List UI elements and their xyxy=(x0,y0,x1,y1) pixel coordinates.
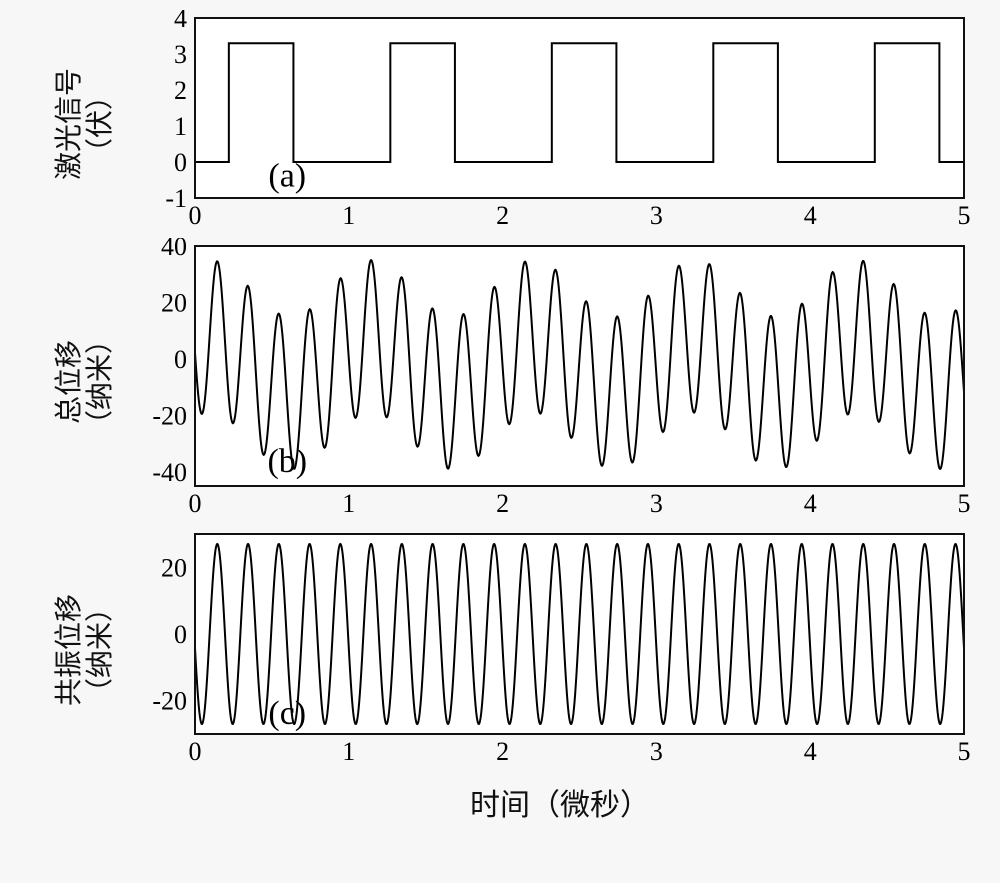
svg-text:-20: -20 xyxy=(152,401,187,430)
ylabel-b: 总位移 （纳米） xyxy=(55,326,117,438)
panel-svg: 0 1 2 3 4 5 -40 -20 0 20 40 (b) xyxy=(140,238,970,526)
panel-c: 共振位移 （纳米） 012345-20020(c) xyxy=(140,526,980,774)
svg-text:3: 3 xyxy=(174,40,187,69)
svg-text:1: 1 xyxy=(342,737,355,766)
svg-text:4: 4 xyxy=(804,201,817,230)
svg-text:1: 1 xyxy=(342,201,355,230)
svg-text:40: 40 xyxy=(161,238,187,261)
svg-text:5: 5 xyxy=(958,737,971,766)
svg-text:2: 2 xyxy=(174,76,187,105)
svg-text:3: 3 xyxy=(650,201,663,230)
svg-text:0: 0 xyxy=(174,148,187,177)
svg-text:3: 3 xyxy=(650,737,663,766)
svg-text:-1: -1 xyxy=(165,184,187,213)
ylabel-a: 激光信号 （伏） xyxy=(55,68,117,180)
panel-a: 激光信号 （伏） 012345-101234(a) xyxy=(140,10,980,238)
svg-text:-20: -20 xyxy=(152,687,187,716)
svg-text:4: 4 xyxy=(174,10,187,33)
svg-text:20: 20 xyxy=(161,553,187,582)
svg-text:1: 1 xyxy=(174,112,187,141)
svg-text:20: 20 xyxy=(161,288,187,317)
svg-text:0: 0 xyxy=(174,345,187,374)
panel-b: 总位移 （纳米） 012345-40-2002040(b) xyxy=(140,238,980,526)
svg-text:5: 5 xyxy=(958,489,971,518)
svg-text:4: 4 xyxy=(804,737,817,766)
x-axis-label: 时间（微秒） xyxy=(140,780,980,824)
svg-text:0: 0 xyxy=(174,620,187,649)
svg-text:1: 1 xyxy=(342,489,355,518)
panel-label: (b) xyxy=(267,443,307,480)
svg-text:2: 2 xyxy=(496,737,509,766)
ylabel-c: 共振位移 （纳米） xyxy=(55,594,117,706)
figure: 激光信号 （伏） 012345-101234(a) 总位移 （纳米） 01234… xyxy=(0,0,1000,883)
panel-svg: 012345-20020(c) xyxy=(140,526,970,774)
svg-text:0: 0 xyxy=(189,489,202,518)
svg-text:5: 5 xyxy=(958,201,971,230)
svg-text:0: 0 xyxy=(189,737,202,766)
svg-text:4: 4 xyxy=(804,489,817,518)
panel-label: (a) xyxy=(268,157,306,194)
svg-text:2: 2 xyxy=(496,201,509,230)
panel-svg: 012345-101234(a) xyxy=(140,10,970,238)
panels-column: 激光信号 （伏） 012345-101234(a) 总位移 （纳米） 01234… xyxy=(140,10,980,873)
svg-text:2: 2 xyxy=(496,489,509,518)
svg-text:0: 0 xyxy=(189,201,202,230)
svg-text:-40: -40 xyxy=(152,458,187,487)
svg-text:3: 3 xyxy=(650,489,663,518)
panel-label: (c) xyxy=(268,695,306,732)
